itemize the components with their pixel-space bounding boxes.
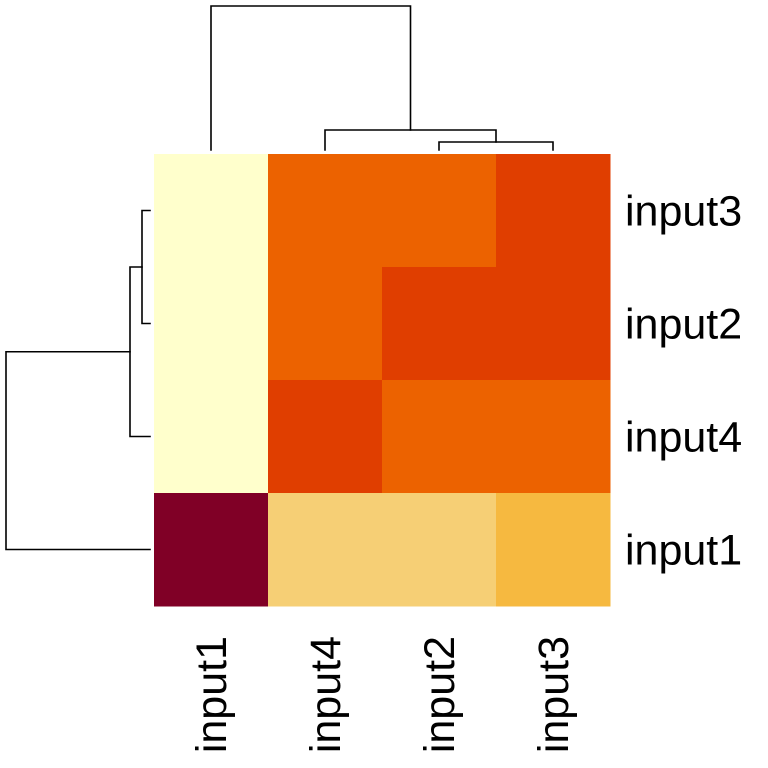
column-label-input4: input4 xyxy=(302,636,350,753)
heatmap-cell-input3-input3 xyxy=(496,154,611,268)
column-label-input3: input3 xyxy=(530,636,578,753)
column-dendrogram-link-1 xyxy=(438,141,554,151)
row-label-input3: input3 xyxy=(625,188,742,236)
heatmap-cell-input4-input1 xyxy=(154,380,269,494)
row-label-input2: input2 xyxy=(625,301,742,349)
heatmap-cell-input1-input3 xyxy=(496,493,611,607)
column-labels: input1 input4 input2 input3 xyxy=(188,636,578,753)
column-dendrogram-link-3 xyxy=(210,5,412,151)
heatmap-cell-input2-input2 xyxy=(382,267,497,381)
column-dendrogram xyxy=(210,5,554,151)
heatmap-cell-input4-input3 xyxy=(496,380,611,494)
row-label-input1: input1 xyxy=(625,527,742,575)
row-dendrogram-link-2 xyxy=(129,266,151,438)
heatmap-cells xyxy=(154,154,611,607)
heatmap-cell-input1-input2 xyxy=(382,493,497,607)
row-labels: input3 input2 input4 input1 xyxy=(625,188,742,575)
heatmap-cell-input1-input1 xyxy=(154,493,269,607)
column-label-input2: input2 xyxy=(416,636,464,753)
heatmap-cell-input4-input2 xyxy=(382,380,497,494)
heatmap-cell-input1-input4 xyxy=(268,493,383,607)
row-dendrogram-link-3 xyxy=(5,350,151,551)
row-dendrogram xyxy=(5,209,151,551)
heatmap-cell-input2-input3 xyxy=(496,267,611,381)
row-label-input4: input4 xyxy=(625,414,742,462)
column-dendrogram-link-2 xyxy=(324,129,497,151)
row-dendrogram-link-1 xyxy=(141,209,151,325)
column-label-input1: input1 xyxy=(188,636,236,753)
heatmap-cell-input3-input1 xyxy=(154,154,269,268)
heatmap-cell-input4-input4 xyxy=(268,380,383,494)
heatmap-cell-input3-input4 xyxy=(268,154,383,268)
heatmap-cell-input2-input1 xyxy=(154,267,269,381)
heatmap-cell-input2-input4 xyxy=(268,267,383,381)
heatmap-cell-input3-input2 xyxy=(382,154,497,268)
